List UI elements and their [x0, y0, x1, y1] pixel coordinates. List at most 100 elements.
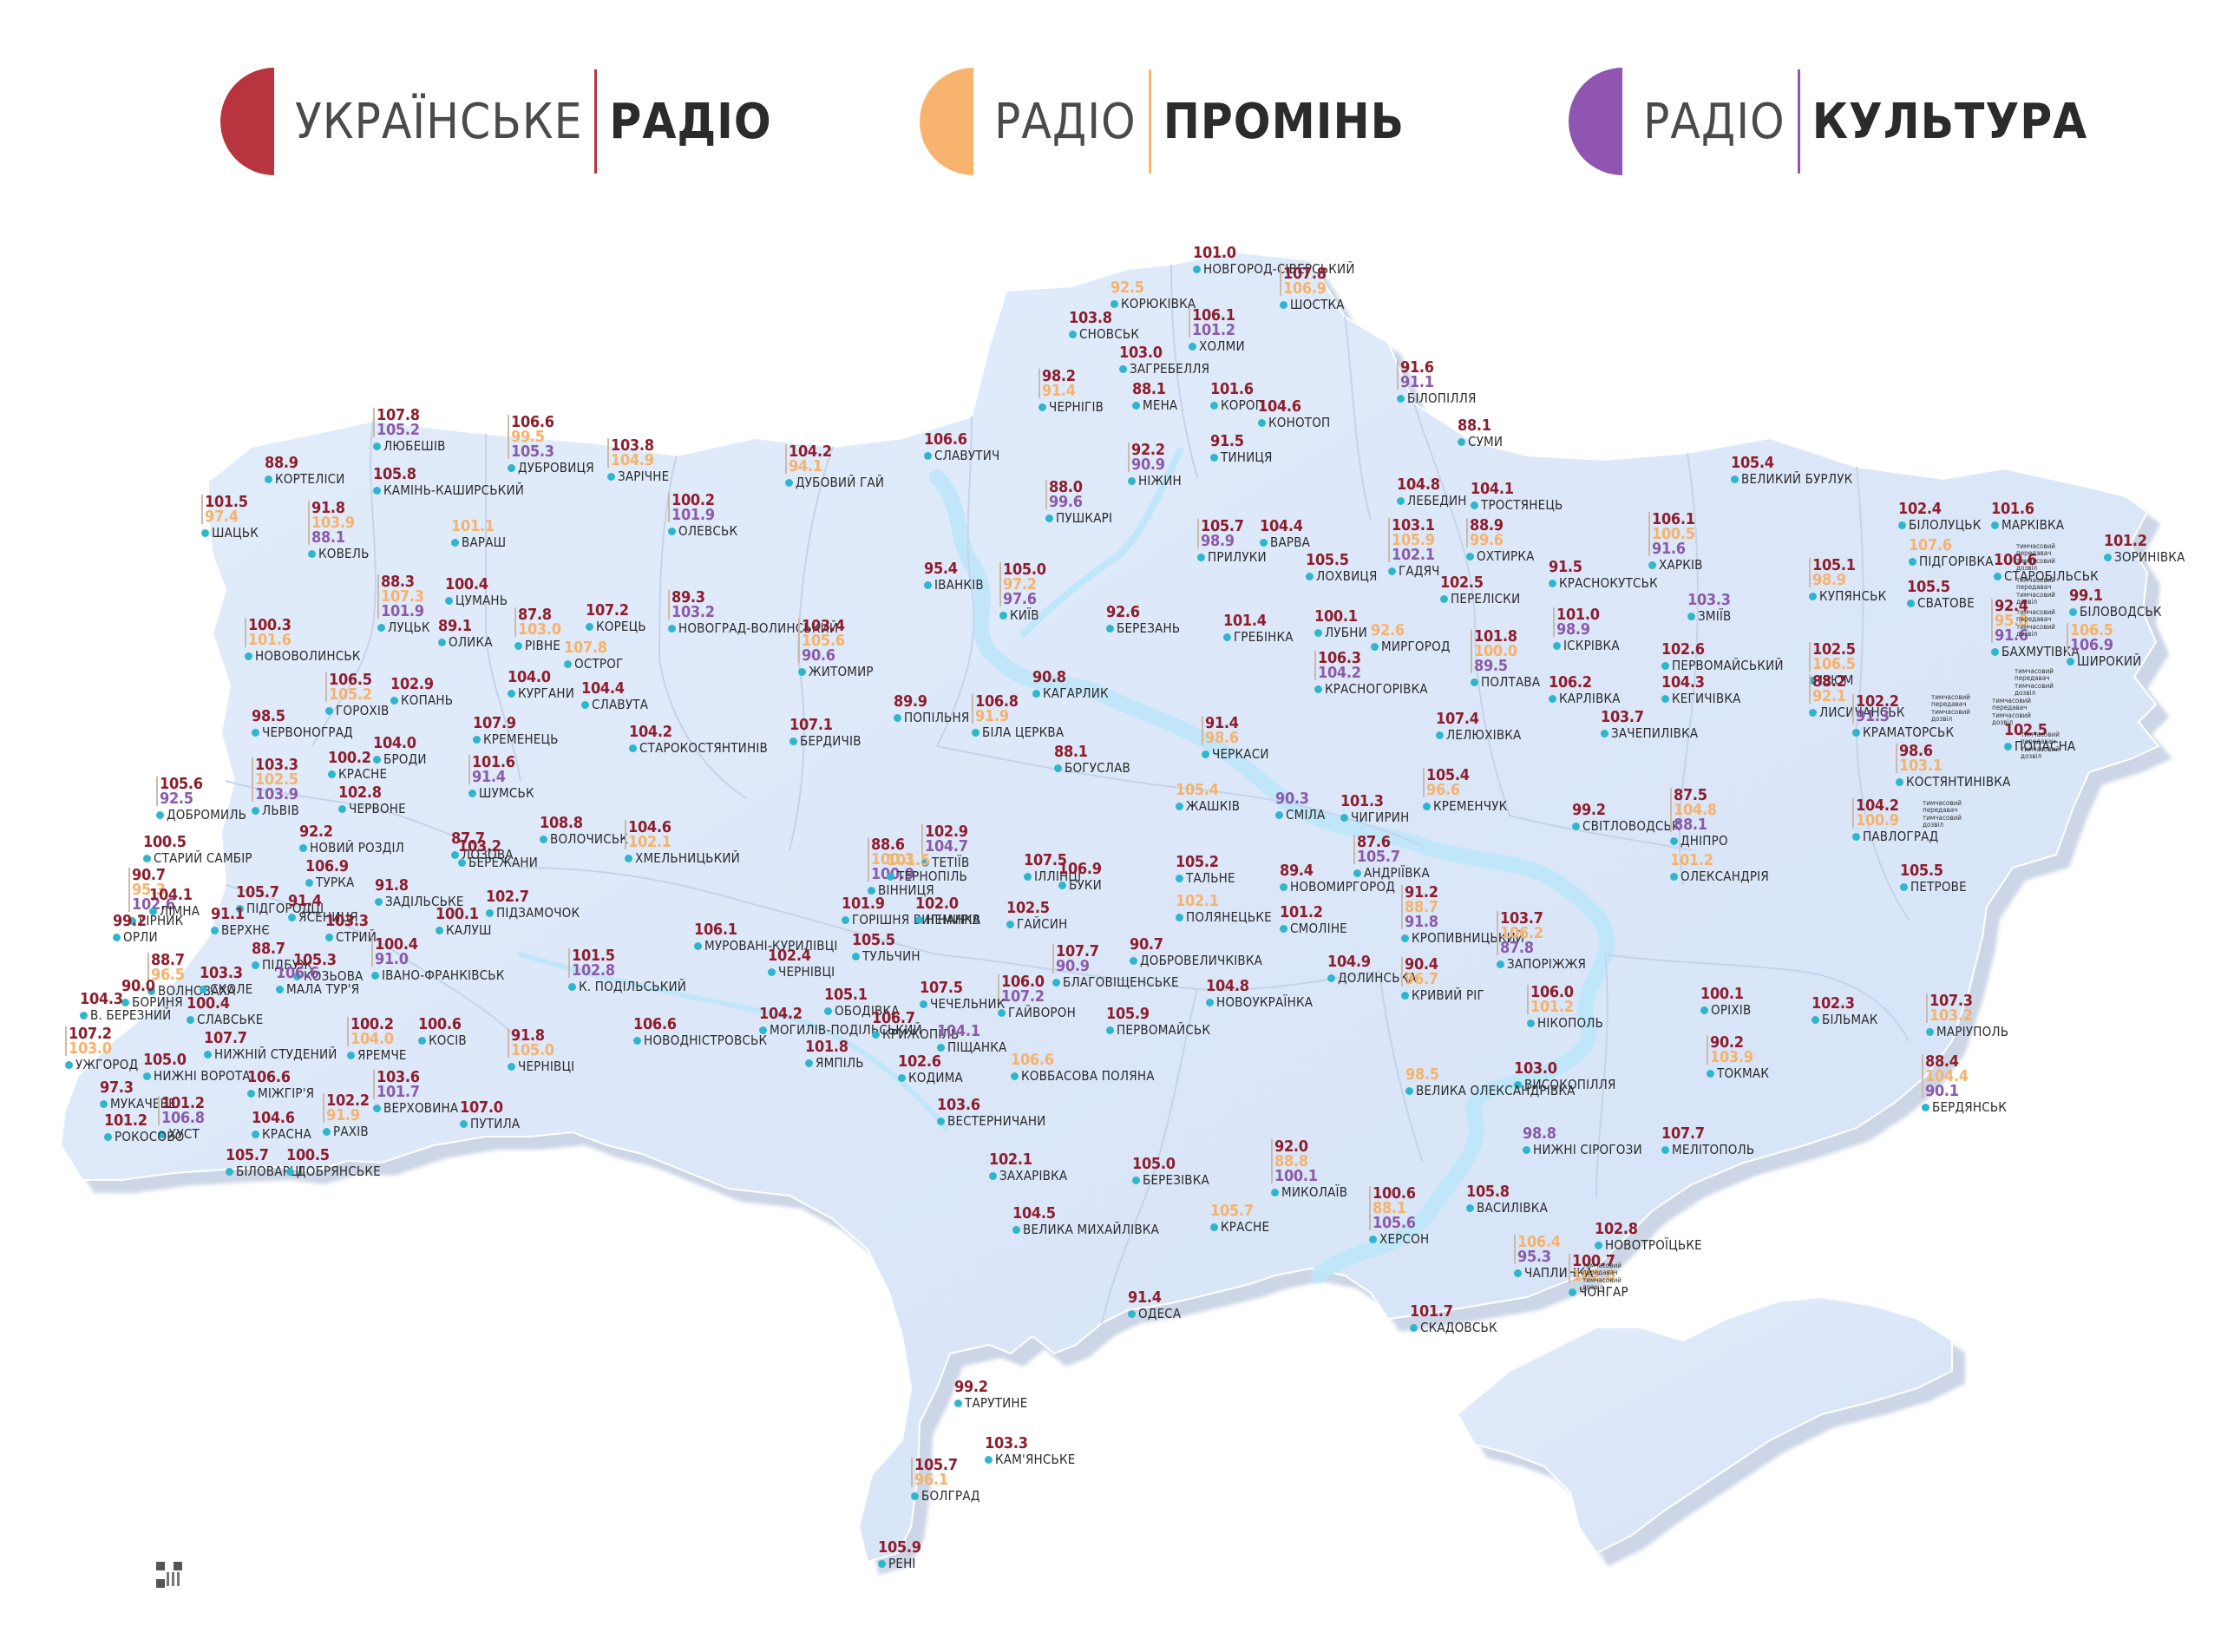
ur-frequency: 106.2 [1549, 673, 1592, 692]
ur-frequency: 87.5 [1674, 786, 1707, 804]
frequency-block: 104.6 [1258, 399, 1330, 415]
frequency-stack: 104.1 [1471, 482, 1514, 497]
city-label: 104.4 СЛАВУТА [581, 681, 648, 711]
city-name: КАГАРЛИК [1032, 687, 1109, 700]
kultura-frequency: 98.9 [1201, 532, 1235, 550]
city-label: 100.6 СТАРОБІЛЬСЬК [1994, 553, 2099, 583]
city-name: ДОБРЯНСЬКЕ [286, 1165, 381, 1178]
prominj-frequency: 104.0 [351, 1030, 394, 1048]
frequency-stack: 88.1 [1458, 418, 1491, 434]
kultura-frequency: 102.8 [572, 961, 615, 980]
frequency-block: 100.2 104.0 [347, 1017, 407, 1048]
frequency-block: 104.2 100.9 [1852, 798, 1938, 829]
frequency-separator [999, 562, 1001, 606]
frequency-block: 87.5 104.8 88.1 [1670, 786, 1728, 833]
frequency-stack: 106.6 [924, 432, 967, 448]
ur-frequency: 99.2 [113, 912, 147, 930]
city-name: НОВГОРОД-СІВЕРСЬКИЙ [1193, 263, 1355, 276]
frequency-block: 88.7 96.5 [147, 953, 236, 983]
frequency-separator [347, 1017, 349, 1046]
city-name: СВАТОВЕ [1907, 597, 1975, 610]
frequency-separator [371, 937, 373, 967]
frequency-stack: 104.2 100.9 [1856, 798, 1899, 829]
city-name: ТОКМАК [1707, 1067, 1769, 1080]
city-name: ЛОХВИЦЯ [1306, 570, 1378, 583]
frequency-stack: 88.7 [252, 941, 285, 957]
ur-frequency: 100.5 [143, 833, 187, 851]
frequency-block: 88.4 104.4 90.1 [1922, 1054, 2007, 1099]
frequency-separator [508, 415, 509, 459]
city-label: 106.5 105.2 ГОРОХІВ [325, 672, 390, 718]
city-label: 100.4 ЦУМАНЬ [445, 577, 508, 607]
city-label: 105.3 КОЗЬОВА [293, 953, 364, 983]
city-name: ПОЛЯНЕЦЬКЕ [1176, 911, 1272, 924]
ur-frequency: 103.7 [1601, 708, 1644, 726]
frequency-stack: 91.1 [211, 907, 245, 922]
frequency-stack: 100.2 101.9 [672, 493, 715, 523]
prominj-frequency: 88.1 [1373, 1199, 1406, 1217]
city-name: БЕРЕЗІВКА [1132, 1174, 1209, 1187]
ur-frequency: 101.0 [1193, 244, 1236, 262]
frequency-block: 103.0 [1514, 1061, 1616, 1077]
city-label: 106.7 КРИЖОПІЛЬ [872, 1011, 959, 1041]
city-label: 98.2 91.4 ЧЕРНІГІВ [1038, 369, 1104, 414]
city-label: 103.0 ВИСОКОПІЛЛЯ [1514, 1061, 1616, 1092]
kultura-frequency: 98.9 [1556, 620, 1590, 639]
city-label: 103.3 СКОЛЕ [200, 966, 252, 996]
frequency-block: 90.7 95.3 102.6 [128, 868, 183, 913]
frequency-separator [252, 757, 253, 802]
frequency-stack: 107.2 [586, 603, 629, 619]
prominj-frequency: 103.9 [311, 514, 355, 532]
city-name: НІЖИН [1128, 475, 1182, 488]
frequency-stack: 106.2 [1549, 673, 1592, 692]
frequency-stack: 103.3 [200, 966, 243, 981]
frequency-stack: 101.5 [887, 853, 930, 869]
city-label: 99.1 БІЛОВОДСЬК [2069, 588, 2162, 619]
frequency-block: 106.6 [247, 1070, 314, 1085]
ur-frequency: 106.5 [329, 671, 372, 689]
frequency-block: 98.2 91.4 [1038, 369, 1104, 399]
city-name: КОЗЬОВА [293, 970, 364, 983]
frequency-block: 98.6 103.1 [1896, 744, 2011, 774]
frequency-separator [201, 495, 203, 524]
frequency-separator [1466, 518, 1468, 547]
city-name: ГАДЯЧ [1388, 565, 1440, 578]
frequency-separator [1648, 512, 1650, 556]
city-label: 106.6 МАЛА ТУР'Я [276, 966, 359, 996]
prominj-frequency: 92.6 [1371, 621, 1405, 639]
frequency-separator [156, 777, 158, 806]
frequency-block: 107.9 [473, 716, 559, 731]
city-label: 87.5 104.8 88.1 ДНІПРО [1670, 788, 1728, 848]
ur-frequency: 102.4 [1898, 500, 1942, 518]
city-label: 91.6 91.1 БІЛОПІЛЛЯ [1397, 360, 1477, 405]
frequency-separator [2067, 623, 2068, 652]
city-name: МІЖГІР'Я [247, 1087, 314, 1100]
frequency-block: 88.1 [1054, 744, 1130, 760]
kultura-frequency: 103.2 [672, 603, 715, 621]
city-label: 89.4 НОВОМИРГОРОД [1280, 863, 1395, 894]
frequency-stack: 104.1 [937, 1024, 980, 1039]
frequency-stack: 102.7 [486, 889, 529, 905]
frequency-block: 101.2 [1670, 853, 1769, 869]
city-name: ЗМІЇВ [1687, 610, 1732, 623]
frequency-separator [1423, 768, 1425, 797]
city-name: КОРЮКІВКА [1110, 298, 1196, 311]
frequency-block: 107.2 [586, 603, 646, 619]
frequency-separator [607, 438, 609, 468]
city-name: КИЇВ [999, 609, 1046, 622]
frequency-stack: 102.9 [390, 677, 434, 692]
ur-frequency: 107.7 [1056, 942, 1099, 960]
frequency-block: 105.3 [293, 953, 364, 968]
city-name: КОВЕЛЬ [308, 547, 370, 560]
city-name: ХМЕЛЬНИЦЬКИЙ [625, 852, 740, 865]
city-name: ХУСТ [158, 1128, 205, 1141]
kultura-frequency: 91.8 [1405, 913, 1438, 931]
kultura-frequency: 90.3 [1275, 790, 1309, 808]
city-name: БЕРДЯНСЬК [1922, 1101, 2007, 1114]
city-label: 92.0 88.8 100.1 МИКОЛАЇВ [1271, 1139, 1347, 1199]
city-label: 105.2 ТАЛЬНЕ [1176, 855, 1235, 885]
ur-frequency: 97.3 [100, 1078, 134, 1097]
frequency-separator [514, 607, 516, 637]
city-label: 106.4 95.3 ЧАПЛИНКА [1514, 1235, 1593, 1280]
frequency-block: 88.7 [252, 941, 312, 957]
